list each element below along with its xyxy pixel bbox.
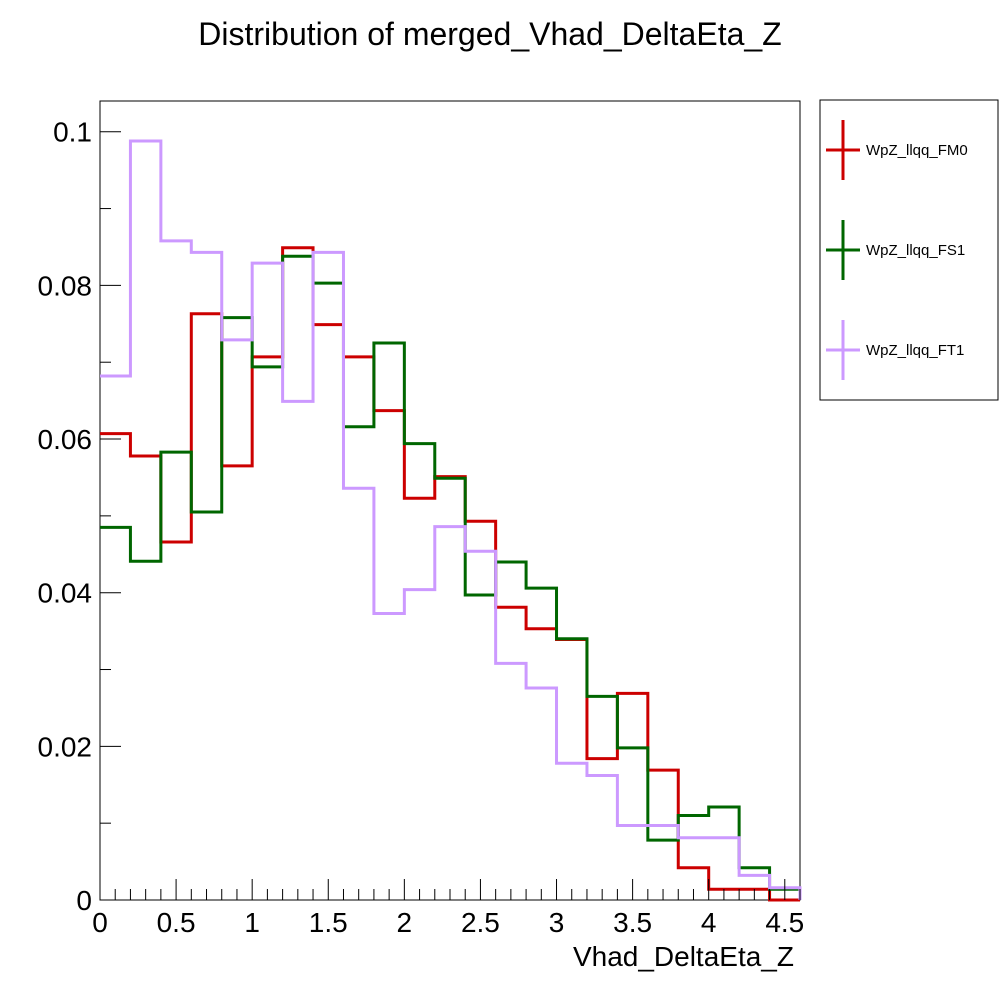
x-tick-label: 0 [92,907,108,938]
x-tick-label: 3.5 [613,907,652,938]
legend-label: WpZ_llqq_FS1 [866,242,965,259]
legend-entry-0: WpZ_llqq_FM0 [826,120,968,180]
x-axis: 0 0.5 1 1.5 2 2.5 3 3.5 4 4.5 [92,879,804,938]
series-line-0 [100,246,800,902]
x-tick-label: 0.5 [157,907,196,938]
y-tick-label: 0 [76,885,92,916]
legend-label: WpZ_llqq_FM0 [866,142,968,159]
x-tick-label: 1.5 [309,907,348,938]
chart-title: Distribution of merged_Vhad_DeltaEta_Z [198,16,781,52]
y-tick-label: 0.06 [38,424,93,455]
legend: WpZ_llqq_FM0 WpZ_llqq_FS1 WpZ_llqq_FT1 [819,99,999,401]
series-1 [100,254,802,900]
x-tick-label: 4 [701,907,717,938]
y-tick-label: 0.02 [38,731,93,762]
series-2 [100,139,802,900]
series-line-2 [100,139,802,900]
legend-entry-2: WpZ_llqq_FT1 [826,320,964,380]
y-axis: 0 0.02 0.04 0.06 0.08 0.1 [38,117,121,916]
x-tick-label: 2 [397,907,413,938]
series-line-1 [100,254,802,900]
plot-area-border [99,100,801,901]
y-tick-label: 0.1 [53,117,92,148]
x-tick-label: 3 [549,907,565,938]
x-tick-label: 4.5 [765,907,804,938]
x-axis-label: Vhad_DeltaEta_Z [573,941,794,972]
series-0 [100,246,800,902]
legend-label: WpZ_llqq_FT1 [866,342,964,359]
x-tick-label: 1 [244,907,260,938]
y-tick-label: 0.08 [38,270,93,301]
plot-frame [99,100,801,901]
x-tick-label: 2.5 [461,907,500,938]
legend-entry-1: WpZ_llqq_FS1 [826,220,965,280]
y-tick-label: 0.04 [38,578,93,609]
series-group [100,139,802,902]
